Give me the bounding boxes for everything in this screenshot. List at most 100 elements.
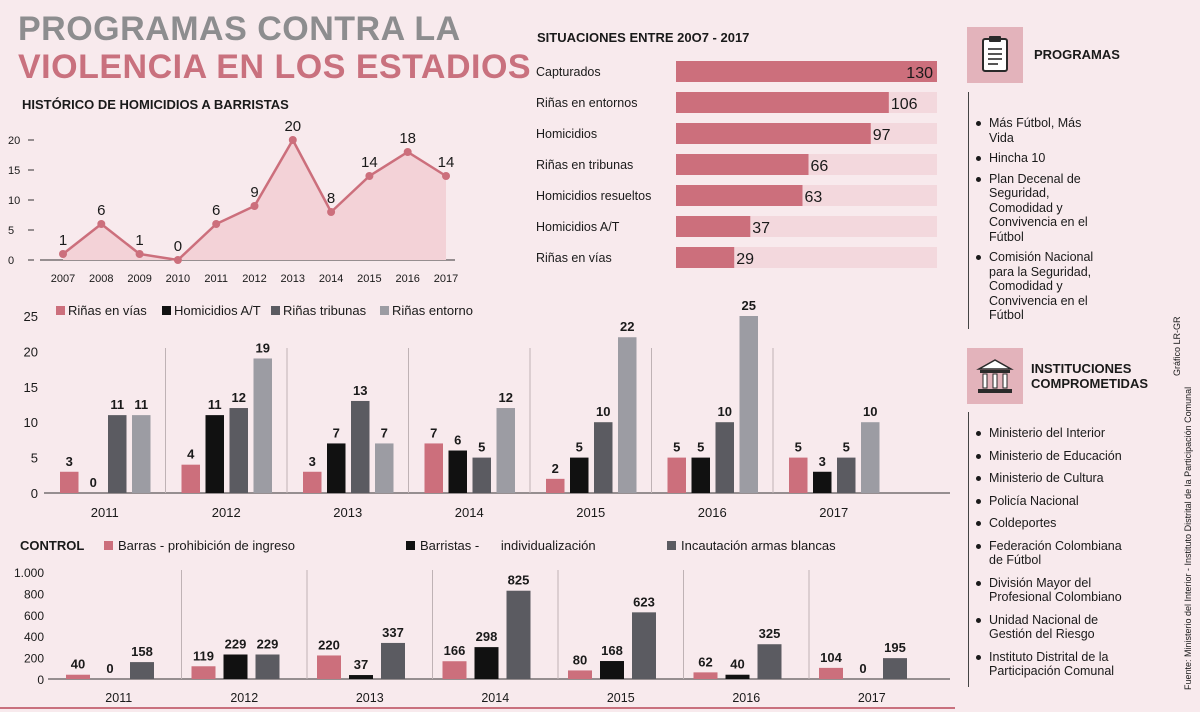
control-bar [66,674,90,679]
incidents-bar [691,457,710,493]
control-xtick-label: 2014 [481,691,509,705]
line-xtick-label: 2009 [127,273,151,285]
incidents-bar [229,408,248,493]
control-xtick-label: 2015 [607,691,635,705]
incidents-data-label: 5 [673,440,680,455]
line-data-label: 14 [438,154,455,171]
incidents-data-label: 19 [256,340,270,355]
incidents-bar [60,471,79,493]
line-xtick-label: 2012 [242,273,266,285]
incidents-legend-swatch [271,306,280,315]
hbar-bar [676,247,735,268]
incidents-data-label: 3 [819,454,826,469]
institutions-list: Ministerio del Interior Ministerio de Edu… [968,412,1129,687]
line-point [212,220,221,228]
incidents-data-label: 11 [208,397,222,412]
program-item: Más Fútbol, Más Vida [969,116,1109,145]
control-xtick-label: 2013 [356,691,384,705]
control-legend-label: Barras - prohibición de ingreso [118,538,295,553]
line-ytick-label: 20 [8,135,20,147]
control-bar [725,674,750,679]
control-bar [255,654,280,679]
incidents-xtick-label: 2012 [212,505,241,520]
control-data-label: 229 [225,636,247,651]
incidents-xtick-label: 2015 [576,505,605,520]
institution-item: Unidad Nacional de Gestión del Riesgo [969,613,1129,642]
control-xtick-label: 2011 [105,691,132,705]
incidents-data-label: 7 [333,425,340,440]
incidents-ytick-label: 10 [24,415,38,430]
line-point [327,208,336,216]
incidents-data-label: 11 [110,397,124,412]
incidents-data-label: 12 [232,390,246,405]
line-xtick-label: 2014 [319,273,343,285]
incidents-xtick-label: 2017 [819,505,848,520]
line-xtick-label: 2017 [434,273,458,285]
incidents-bar [303,471,322,493]
incidents-data-label: 5 [576,440,583,455]
incidents-xtick-label: 2014 [455,505,484,520]
hbar-value-label: 130 [906,65,933,82]
incidents-bar [253,358,272,493]
control-data-label: 195 [884,640,906,655]
hbar-value-label: 29 [736,251,754,268]
line-xtick-label: 2016 [395,273,419,285]
line-xtick-label: 2010 [166,273,190,285]
incidents-xtick-label: 2016 [698,505,727,520]
control-ytick-label: 0 [37,673,44,687]
hbar-category-label: Capturados [536,65,601,79]
line-data-label: 0 [174,238,182,255]
control-data-label: 40 [71,657,85,672]
hbar-value-label: 106 [891,96,918,113]
hbar-category-label: Riñas en vías [536,251,612,265]
control-data-label: 62 [698,654,712,669]
control-bar [632,612,656,679]
line-point [442,172,450,180]
hbar-category-label: Riñas en tribunas [536,158,633,172]
line-point [403,148,412,156]
incidents-data-label: 22 [620,319,634,334]
incidents-legend-swatch [380,306,389,315]
institution-building-icon [976,359,1014,393]
incidents-data-label: 3 [66,454,73,469]
situations-bar-chart: Capturados 130 Riñas en entornos 106 Homicid… [536,61,937,268]
control-ytick-label: 200 [24,652,44,666]
incidents-bar [837,457,856,493]
incidents-ytick-label: 5 [31,451,38,466]
incidents-legend-swatch [162,306,171,315]
line-xtick-label: 2008 [89,273,113,285]
control-data-label: 623 [633,594,655,609]
control-chart-title: CONTROL [20,538,84,553]
graphic-credit: Gráfico LR-GR [1172,316,1182,376]
institution-item: Ministerio de Educación [969,449,1129,464]
incidents-data-label: 6 [454,433,461,448]
hbar-bar [676,123,871,144]
source-note: Fuente: Ministerio del Interior - Instit… [1183,386,1193,690]
line-data-label: 6 [212,202,220,219]
line-ytick-label: 10 [8,195,20,207]
incidents-data-label: 10 [596,404,610,419]
incidents-bar [132,415,151,493]
main-title-line-2: VIOLENCIA EN LOS ESTADIOS [18,48,532,86]
hbar-bar [676,216,751,237]
incidents-bar [448,450,467,493]
incidents-data-label: 5 [795,440,802,455]
control-ytick-label: 800 [24,587,44,601]
incidents-bar [327,443,346,493]
line-xtick-label: 2011 [204,273,228,285]
control-bar [191,666,216,679]
incidents-data-label: 0 [90,475,97,490]
line-point [97,220,106,228]
hbar-category-label: Homicidios [536,127,597,141]
incidents-data-label: 2 [552,461,559,476]
control-data-label: 229 [257,636,279,651]
control-ytick-label: 1.000 [14,566,44,580]
incidents-data-label: 7 [381,425,388,440]
control-legend-swatch [406,541,415,550]
hbar-bar [676,61,937,82]
line-xtick-label: 2015 [357,273,381,285]
control-xtick-label: 2016 [732,691,760,705]
institution-item: Coldeportes [969,516,1129,531]
line-point [288,136,297,144]
control-data-label: 37 [354,657,368,672]
